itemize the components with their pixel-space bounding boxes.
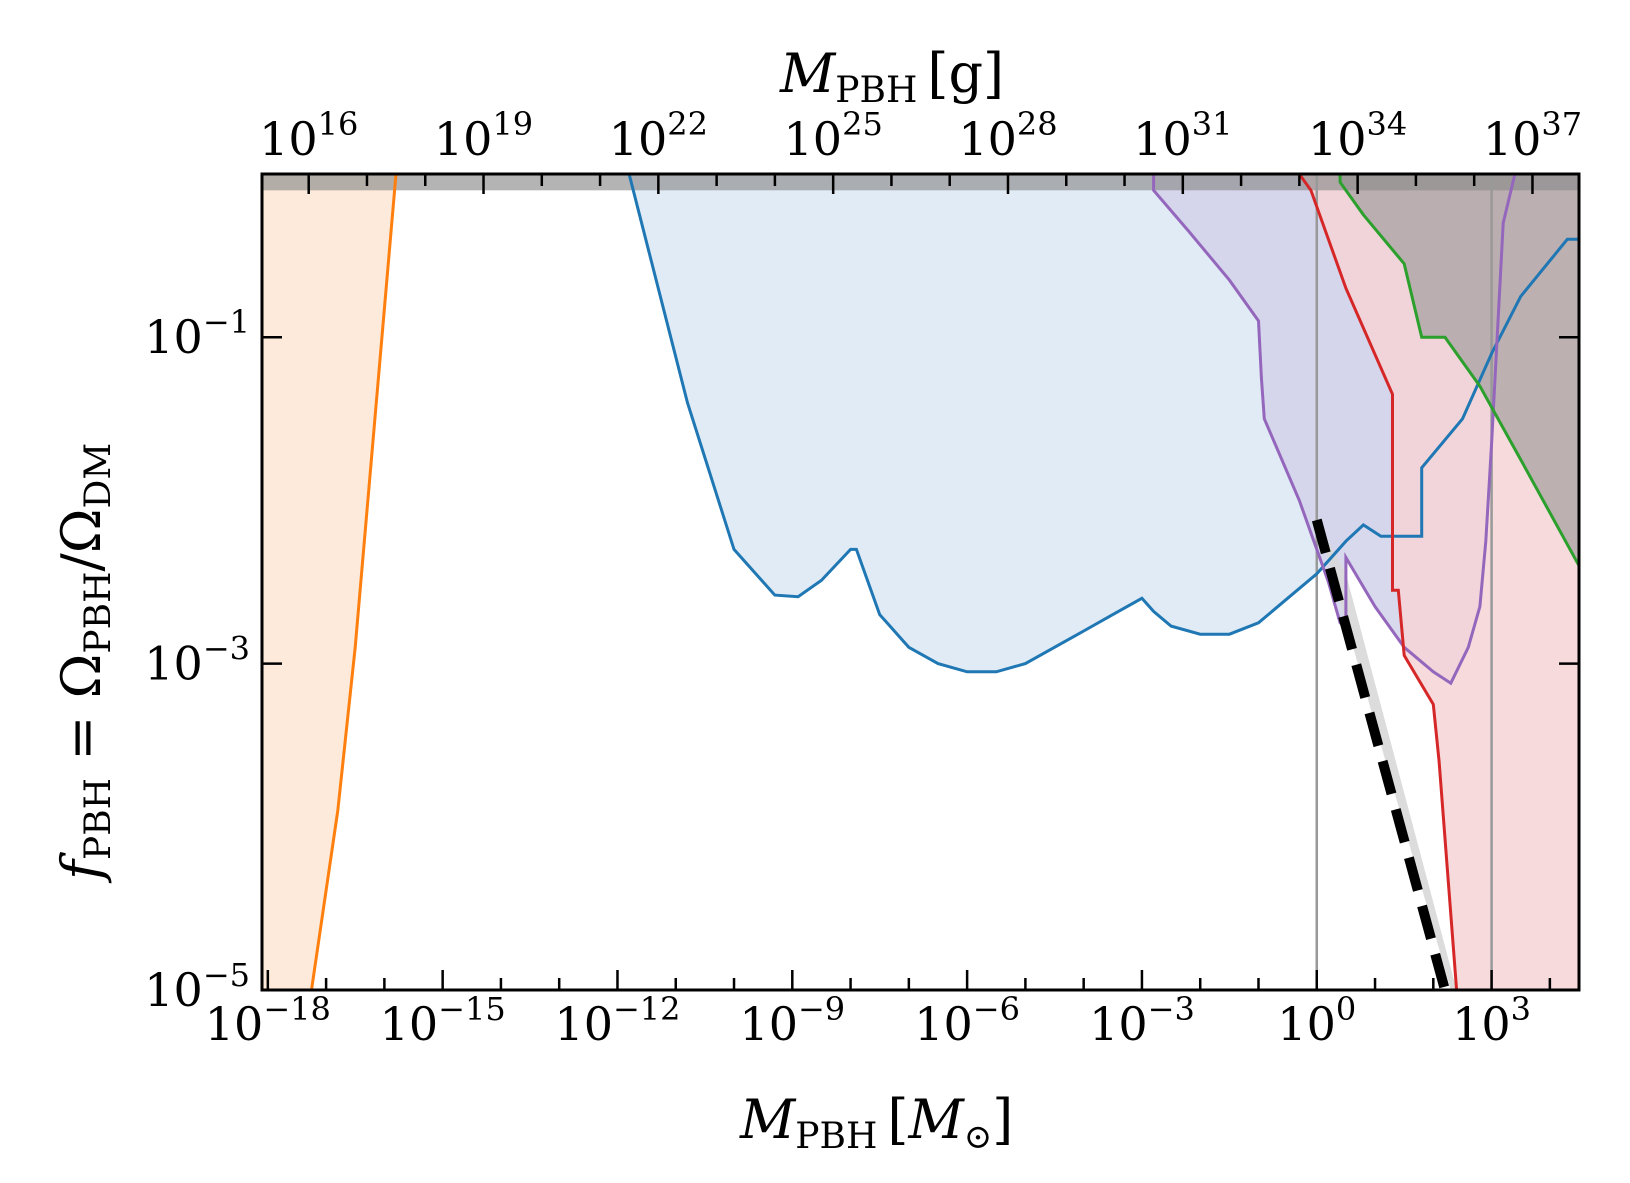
bottom-tick-label: 10−18: [205, 990, 331, 1051]
y-tick-label: 10−1: [144, 303, 250, 364]
series-fill: [1340, 174, 1579, 566]
series-line: [1338, 174, 1579, 567]
top-tick-label: 1019: [434, 105, 533, 166]
top-tick-label: 1016: [259, 105, 358, 166]
top-tick-label: 1028: [958, 105, 1057, 166]
label-layer: 10−18 10−15 10−12 10−9 10−6 10−3 100 103 1016 101…: [144, 105, 1582, 1051]
top-tick-label: 1022: [609, 105, 708, 166]
series-line: [1298, 174, 1459, 990]
bottom-tick-label: 10−3: [1089, 990, 1195, 1051]
y-tick-label: 10−5: [144, 956, 250, 1017]
excluded-band: [262, 174, 1579, 191]
top-axis-title: MPBH [g]: [779, 42, 1004, 111]
bottom-tick-label: 100: [1277, 990, 1356, 1051]
dashed-line: [1311, 518, 1450, 990]
top-tick-label: 1031: [1133, 105, 1232, 166]
top-tick-label: 1025: [784, 105, 883, 166]
series-line: [627, 174, 1579, 674]
line-layer: [310, 174, 1579, 990]
fill-layer: [262, 174, 1579, 990]
bottom-tick-label: 10−6: [914, 990, 1020, 1051]
bottom-axis-title: MPBH [M⊙]: [739, 1088, 1013, 1157]
y-axis-title: fPBH = ΩPBH/ΩDM: [50, 443, 119, 884]
bottom-tick-label: 10−15: [380, 990, 506, 1051]
series-line: [310, 174, 398, 990]
series-line: [1152, 174, 1517, 686]
series-fill: [262, 174, 396, 990]
top-tick-label: 1034: [1308, 105, 1407, 166]
bottom-tick-label: 103: [1452, 990, 1531, 1051]
plot-frame: [260, 172, 1581, 992]
bottom-tick-label: 10−12: [554, 990, 680, 1051]
bottom-tick-label: 10−9: [739, 990, 845, 1051]
y-tick-label: 10−3: [144, 630, 250, 691]
tick-layer: [262, 174, 1579, 992]
top-tick-label: 1037: [1483, 105, 1582, 166]
